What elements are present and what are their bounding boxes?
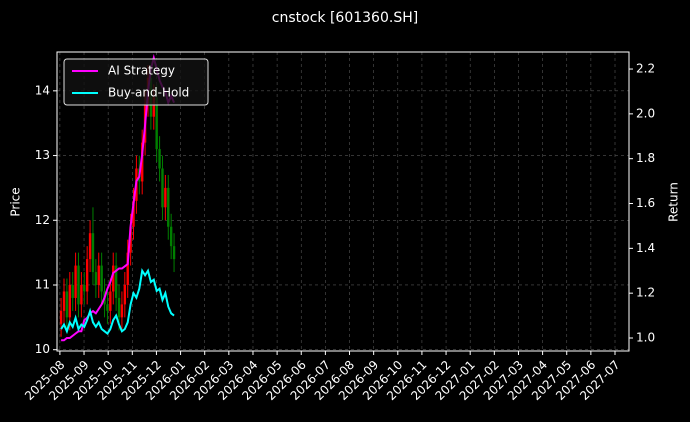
y2-tick-label: 1.0 [636,331,655,345]
candle-body [152,97,155,117]
y-tick-label: 10 [35,342,50,356]
candle-body [126,252,129,285]
candle-body [71,284,74,298]
candle-body [117,297,121,318]
candle-body [62,291,66,311]
plot-area [59,53,176,342]
candle-body [85,259,89,292]
y-tick-label: 13 [35,148,50,162]
candle-body [106,304,109,311]
candle-body [100,265,103,292]
candle-body [161,168,164,208]
candle-body [164,187,167,208]
y2-tick-label: 2.2 [636,62,655,76]
candle-body [123,284,127,305]
candle-body [91,233,95,273]
candle-body [94,272,98,285]
y2-tick-label: 1.8 [636,151,655,165]
y-tick-label: 11 [35,277,50,291]
legend-box [63,58,209,106]
candle-body [112,265,115,292]
candle-body [129,226,132,253]
candle-body [132,200,135,227]
y-tick-label: 12 [35,213,50,227]
candle-body [88,233,92,260]
candle-body [114,265,118,298]
chart-title: cnstock [601360.SH] [272,10,418,26]
candle-body [77,265,80,305]
return-line [60,268,175,335]
candle-body [167,187,170,227]
candle-body [172,246,176,260]
candle-body [120,304,124,318]
candle-body [74,265,77,298]
candle-body [109,291,112,311]
candle-body [169,226,173,247]
y2-tick-label: 1.6 [636,196,655,210]
candle-body [68,284,71,318]
candle-body [59,310,63,324]
candle-body [155,97,158,150]
candle-body [97,265,100,285]
candle-body [158,149,161,169]
y-tick-label: 14 [35,83,50,97]
candle-body [80,284,83,305]
legend-label: Buy-and-Hold [108,86,189,100]
candle-body [65,291,69,318]
y2-tick-label: 1.2 [636,286,655,300]
y-axis-label: Price [9,187,23,216]
plot-frame [56,51,630,352]
legend-label: AI Strategy [108,64,175,78]
y2-axis-label: Return [667,182,681,222]
y2-tick-label: 1.4 [636,241,655,255]
y2-tick-label: 2.0 [636,106,655,120]
candle-body [83,284,86,292]
